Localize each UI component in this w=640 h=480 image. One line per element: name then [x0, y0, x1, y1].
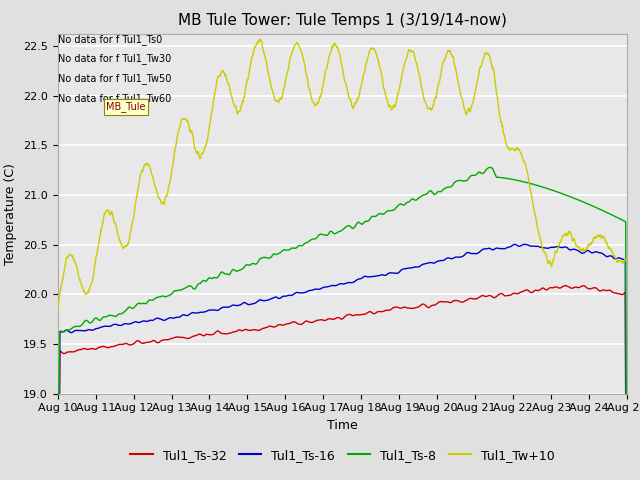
- Text: No data for f Tul1_Tw30: No data for f Tul1_Tw30: [58, 53, 171, 64]
- Title: MB Tule Tower: Tule Temps 1 (3/19/14-now): MB Tule Tower: Tule Temps 1 (3/19/14-now…: [178, 13, 507, 28]
- X-axis label: Time: Time: [327, 419, 358, 432]
- Y-axis label: Temperature (C): Temperature (C): [4, 163, 17, 264]
- Text: No data for f Tul1_Tw50: No data for f Tul1_Tw50: [58, 73, 171, 84]
- Text: MB_Tule: MB_Tule: [106, 101, 145, 112]
- Text: No data for f Tul1_Tw60: No data for f Tul1_Tw60: [58, 93, 171, 104]
- Text: No data for f Tul1_Ts0: No data for f Tul1_Ts0: [58, 34, 162, 45]
- Legend: Tul1_Ts-32, Tul1_Ts-16, Tul1_Ts-8, Tul1_Tw+10: Tul1_Ts-32, Tul1_Ts-16, Tul1_Ts-8, Tul1_…: [125, 444, 560, 467]
